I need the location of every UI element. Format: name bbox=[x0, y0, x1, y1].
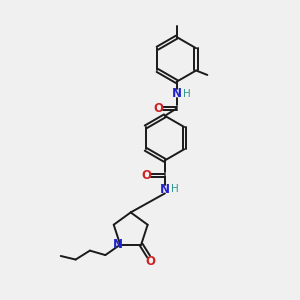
Text: O: O bbox=[141, 169, 151, 182]
Text: H: H bbox=[183, 88, 191, 98]
Text: H: H bbox=[171, 184, 179, 194]
Text: O: O bbox=[145, 254, 155, 268]
Text: N: N bbox=[160, 183, 170, 196]
Text: O: O bbox=[153, 102, 163, 115]
Text: N: N bbox=[172, 87, 182, 100]
Text: N: N bbox=[113, 238, 123, 251]
